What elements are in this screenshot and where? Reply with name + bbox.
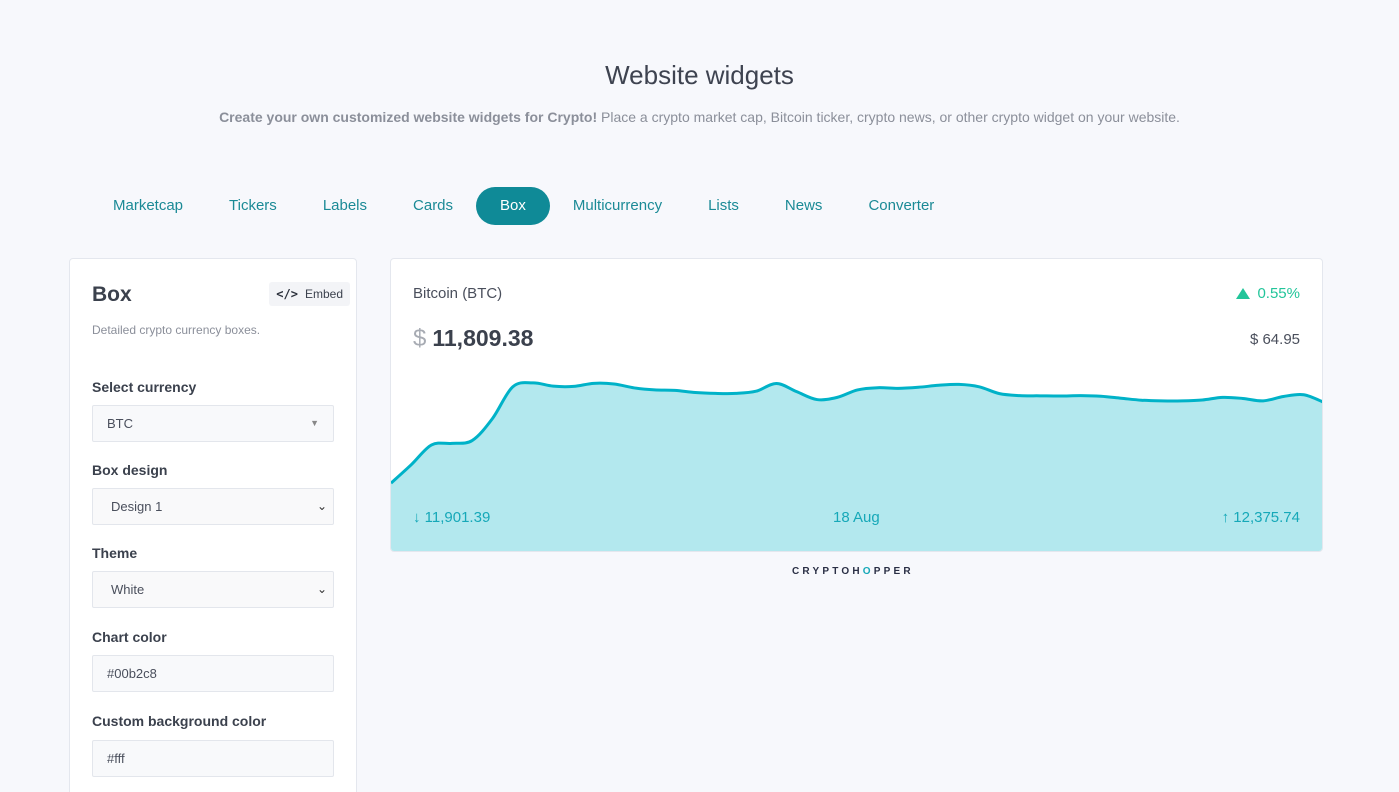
subtitle-rest: Place a crypto market cap, Bitcoin ticke… — [597, 109, 1180, 125]
cryptohopper-logo: CRYPTOHOPPER — [792, 566, 914, 577]
tab-labels[interactable]: Labels — [322, 197, 368, 214]
currency-label: Select currency — [92, 379, 197, 395]
panel-description: Detailed crypto currency boxes. — [92, 323, 261, 337]
tab-multicurrency[interactable]: Multicurrency — [572, 197, 663, 214]
currency-value: BTC — [107, 416, 133, 431]
chart-color-label: Chart color — [92, 629, 167, 645]
theme-label: Theme — [92, 545, 138, 561]
design-label: Box design — [92, 462, 168, 478]
change-percent: 0.55% — [1236, 285, 1300, 302]
tab-marketcap[interactable]: Marketcap — [113, 197, 184, 214]
price-value: 11,809.38 — [432, 325, 534, 351]
caret-down-icon: ▼ — [310, 418, 319, 428]
box-widget-preview: Bitcoin (BTC) 0.55% $ 11,809.38 $ 64.95 … — [390, 258, 1323, 552]
tab-news[interactable]: News — [784, 197, 823, 214]
page-title: Website widgets — [605, 60, 794, 90]
chart-area — [391, 382, 1322, 551]
coin-name: Bitcoin (BTC) — [413, 285, 503, 302]
low-price: ↓ 11,901.39 — [413, 509, 491, 526]
code-icon: </> — [276, 287, 298, 301]
chevron-down-icon: ⌄ — [316, 499, 327, 513]
chart-date: 18 Aug — [833, 509, 880, 526]
chart-color-value: #00b2c8 — [107, 666, 157, 681]
page-subtitle: Create your own customized website widge… — [0, 109, 1399, 125]
tab-converter[interactable]: Converter — [868, 197, 935, 214]
currency-select[interactable]: BTC ▼ — [92, 405, 334, 442]
subtitle-bold: Create your own customized website widge… — [219, 109, 598, 125]
design-value: Design 1 — [111, 499, 163, 514]
theme-value: White — [111, 582, 145, 597]
bg-color-value: #fff — [107, 751, 125, 766]
tab-tickers[interactable]: Tickers — [229, 197, 277, 214]
design-select[interactable]: Design 1 ⌄ — [92, 488, 334, 525]
currency-symbol: $ — [413, 325, 427, 352]
bg-color-input[interactable]: #fff — [92, 740, 334, 777]
panel-title: Box — [92, 283, 132, 306]
tab-box[interactable]: Box — [476, 187, 550, 225]
arrow-up-icon — [1236, 288, 1251, 299]
price-display: $ 11,809.38 — [413, 325, 533, 353]
widget-tabs: Marketcap Tickers Labels Cards Box Multi… — [90, 187, 957, 225]
price-chart — [391, 381, 1322, 551]
change-percent-value: 0.55% — [1257, 285, 1300, 302]
embed-label: Embed — [304, 287, 343, 301]
tab-lists[interactable]: Lists — [708, 197, 739, 214]
tab-cards[interactable]: Cards — [413, 197, 454, 214]
bg-color-label: Custom background color — [92, 713, 267, 729]
high-price: ↑ 12,375.74 — [1221, 509, 1300, 526]
chevron-down-icon: ⌄ — [316, 582, 327, 596]
embed-button[interactable]: </> Embed — [269, 282, 350, 306]
change-absolute: $ 64.95 — [1249, 331, 1300, 348]
theme-select[interactable]: White ⌄ — [92, 571, 334, 608]
chart-line — [391, 381, 1322, 485]
settings-panel: Box </> Embed Detailed crypto currency b… — [69, 258, 357, 792]
chart-color-input[interactable]: #00b2c8 — [92, 655, 334, 692]
